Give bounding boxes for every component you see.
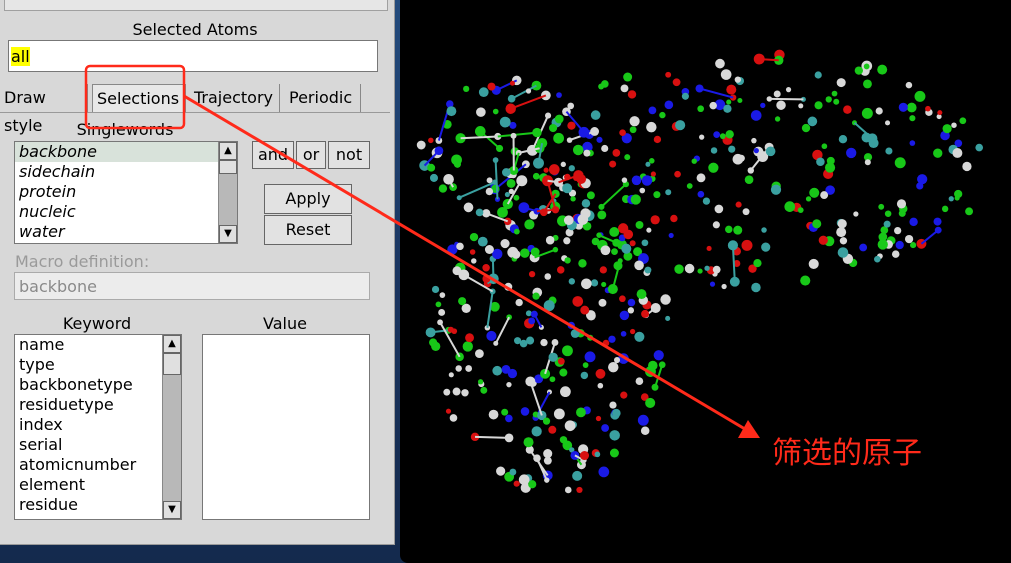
molecule-rendering: [416, 49, 984, 494]
keyword-list[interactable]: name type backbonetype residuetype index…: [14, 334, 182, 520]
scroll-thumb[interactable]: [219, 160, 237, 174]
list-item[interactable]: index: [19, 415, 63, 434]
list-item[interactable]: backbonetype: [19, 375, 133, 394]
singlewords-scrollbar[interactable]: ▲ ▼: [218, 142, 237, 243]
macro-definition-label: Macro definition:: [15, 252, 150, 271]
scroll-down-icon[interactable]: ▼: [219, 225, 237, 243]
list-item[interactable]: sidechain: [19, 162, 96, 181]
selected-atoms-label: Selected Atoms: [132, 20, 258, 39]
scroll-up-icon[interactable]: ▲: [163, 335, 181, 353]
reset-button[interactable]: Reset: [264, 215, 352, 245]
tab-trajectory[interactable]: Trajectory: [190, 84, 280, 112]
list-item[interactable]: water: [19, 222, 65, 241]
macro-definition-field: backbone: [14, 272, 370, 300]
list-item[interactable]: residuetype: [19, 395, 114, 414]
keyword-scrollbar[interactable]: ▲ ▼: [162, 335, 181, 519]
tab-bar: Draw style Selections Trajectory Periodi…: [0, 84, 390, 135]
value-list[interactable]: [202, 334, 370, 520]
tab-periodic[interactable]: Periodic: [285, 84, 361, 112]
list-item[interactable]: residue: [19, 495, 78, 514]
list-item[interactable]: nucleic: [19, 202, 76, 221]
list-item[interactable]: backbone: [15, 142, 237, 162]
value-label: Value: [263, 314, 307, 333]
annotation-text: 筛选的原子: [772, 436, 922, 471]
list-item[interactable]: atomicnumber: [19, 455, 137, 474]
list-item[interactable]: protein: [19, 182, 77, 201]
apply-button[interactable]: Apply: [264, 184, 352, 214]
not-button[interactable]: not: [328, 141, 370, 169]
tab-divider: [0, 112, 390, 113]
list-item[interactable]: serial: [19, 435, 63, 454]
selected-atoms-value: all: [11, 47, 30, 66]
panel-top-edge: [4, 0, 388, 11]
and-button[interactable]: and: [252, 141, 294, 169]
scroll-down-icon[interactable]: ▼: [163, 501, 181, 519]
scroll-up-icon[interactable]: ▲: [219, 142, 237, 160]
tab-selections[interactable]: Selections: [92, 84, 186, 112]
scroll-thumb[interactable]: [163, 353, 181, 375]
selected-atoms-input[interactable]: all: [8, 40, 378, 72]
keyword-label: Keyword: [62, 314, 132, 333]
or-button[interactable]: or: [296, 141, 326, 169]
tab-draw-style[interactable]: Draw style: [0, 84, 88, 135]
singlewords-list[interactable]: backbone sidechain protein nucleic water…: [14, 141, 238, 244]
list-item[interactable]: name: [19, 335, 65, 354]
list-item[interactable]: element: [19, 475, 85, 494]
singlewords-label: Singlewords: [76, 120, 174, 139]
molecule-viewer[interactable]: [400, 0, 1011, 563]
selections-panel: Selected Atoms all Draw style Selections…: [0, 0, 395, 545]
list-item[interactable]: type: [19, 355, 55, 374]
